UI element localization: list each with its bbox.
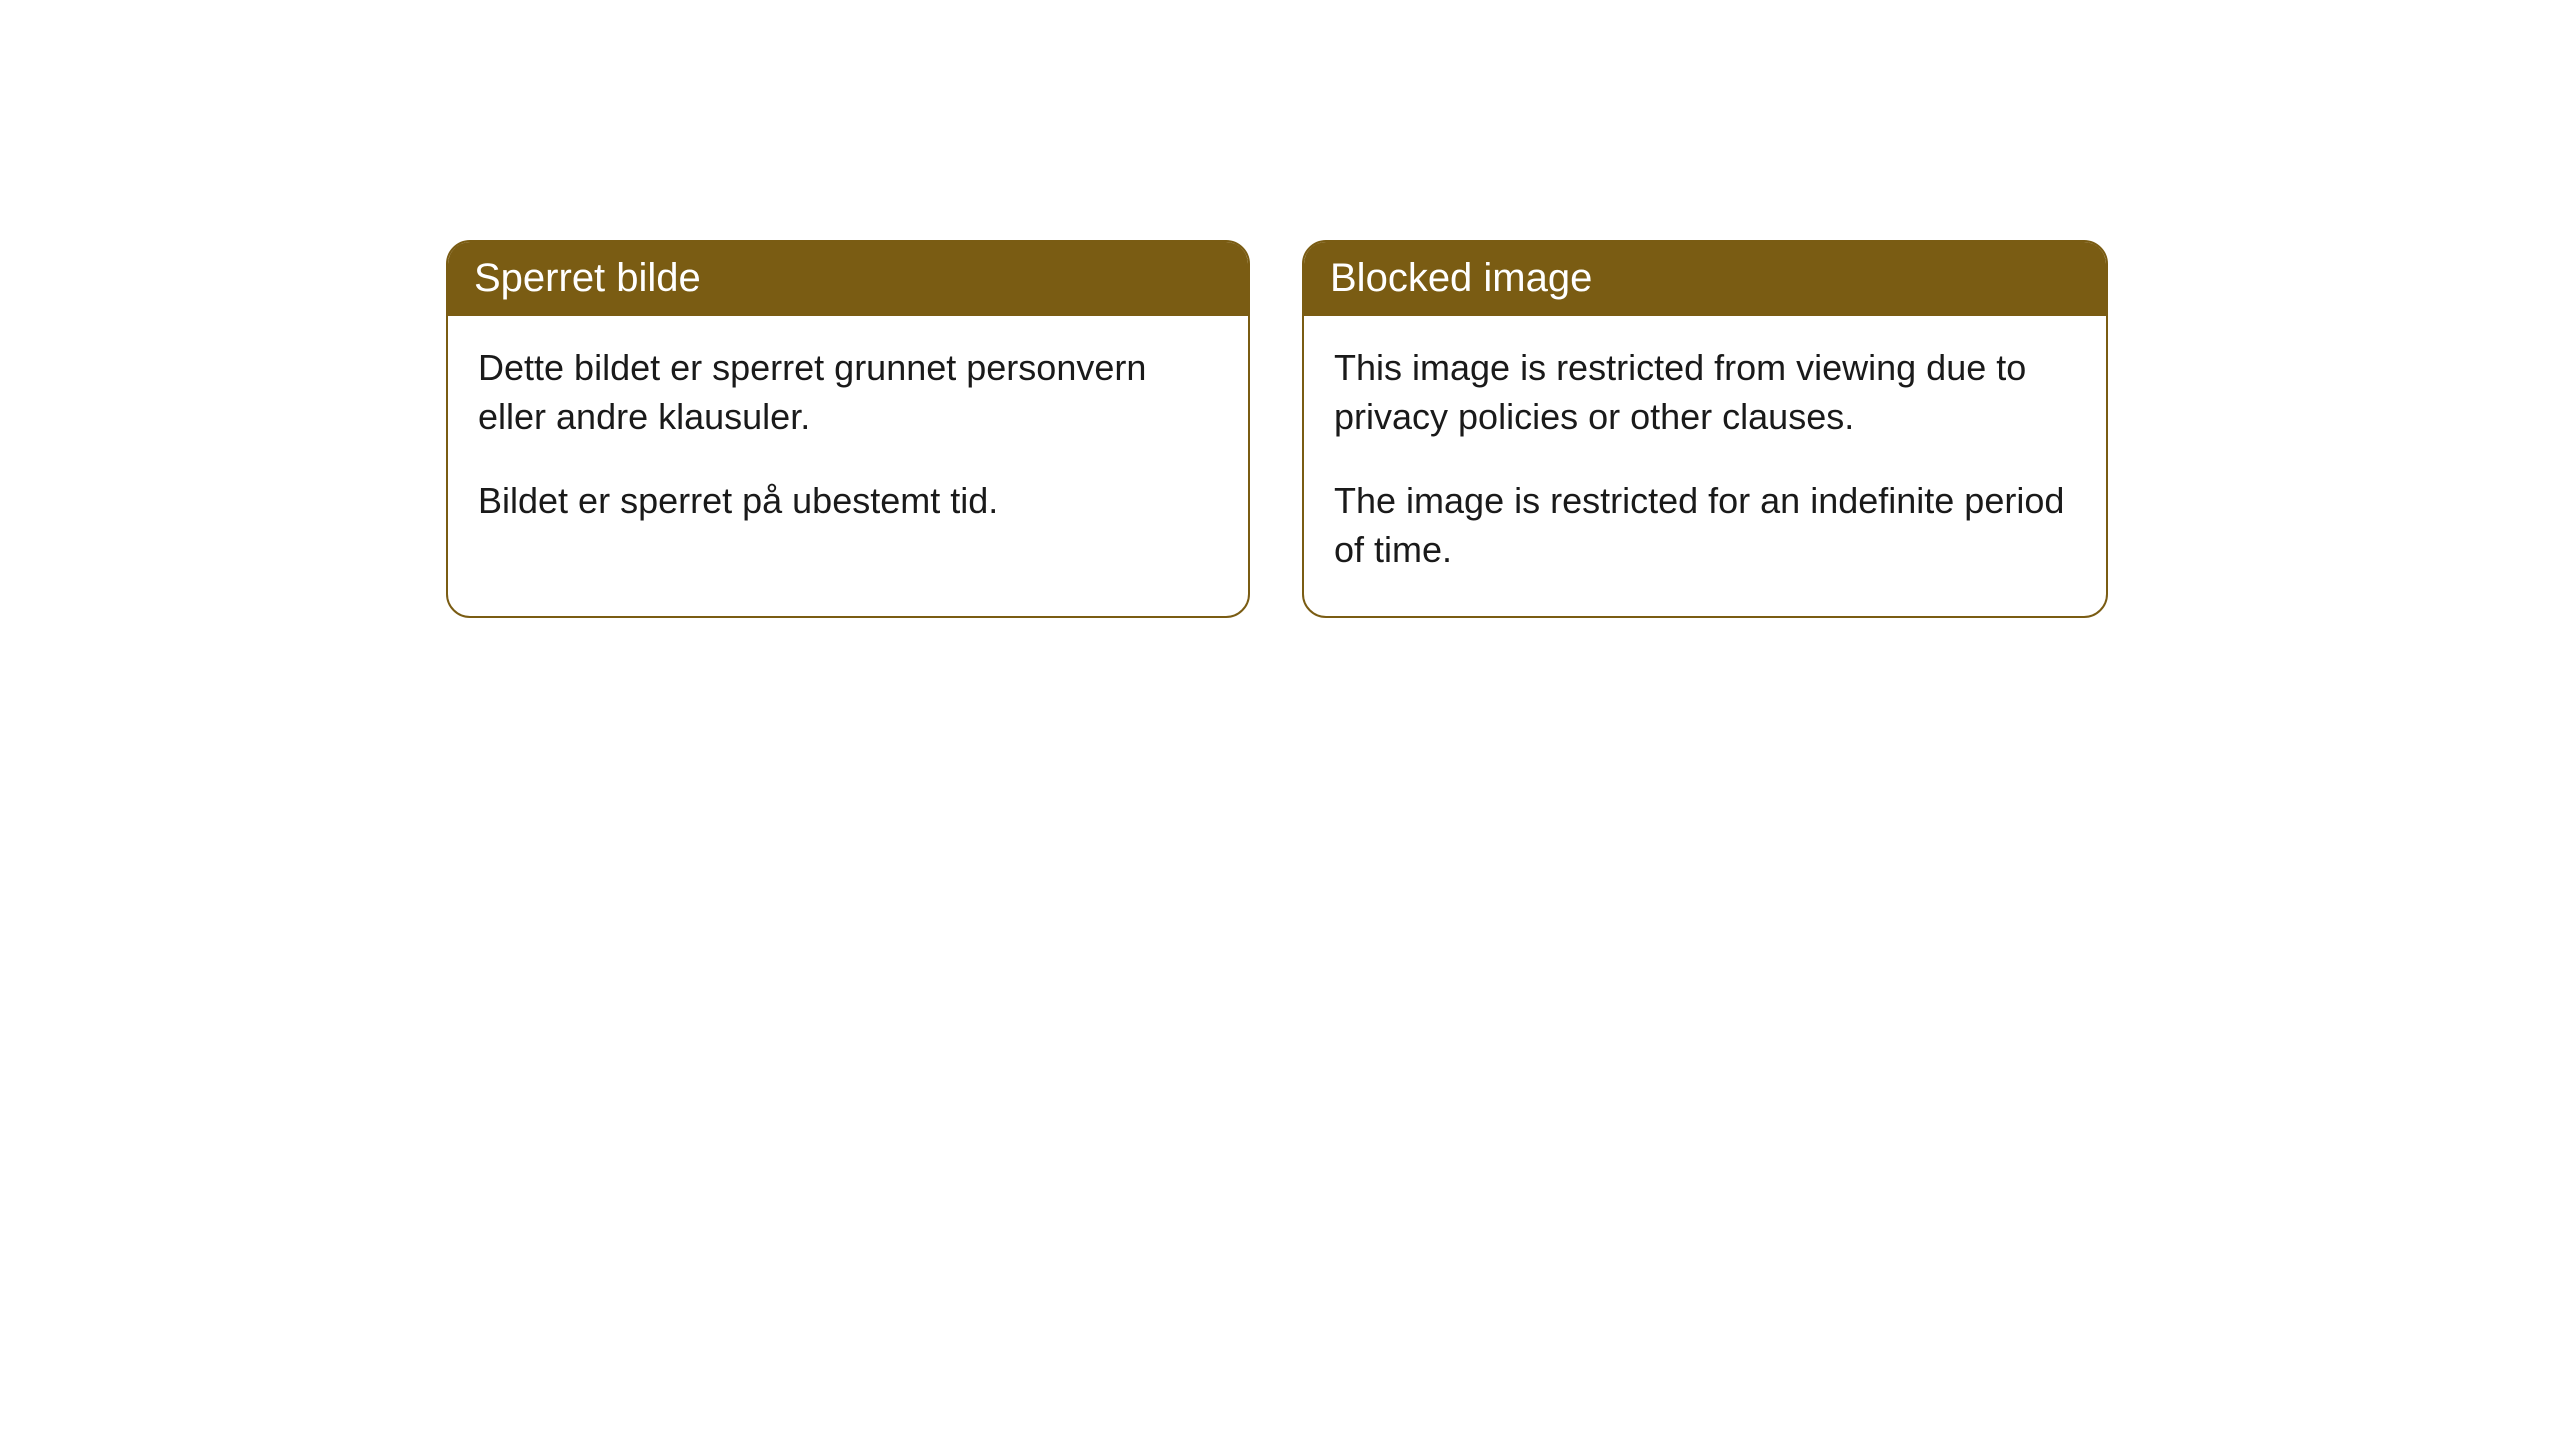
card-text-line-2: Bildet er sperret på ubestemt tid. xyxy=(478,477,1218,526)
notice-container: Sperret bilde Dette bildet er sperret gr… xyxy=(0,0,2560,618)
card-header: Sperret bilde xyxy=(448,242,1248,316)
card-body: This image is restricted from viewing du… xyxy=(1304,316,2106,616)
card-text-line-1: Dette bildet er sperret grunnet personve… xyxy=(478,344,1218,441)
card-body: Dette bildet er sperret grunnet personve… xyxy=(448,316,1248,568)
card-text-line-1: This image is restricted from viewing du… xyxy=(1334,344,2076,441)
card-text-line-2: The image is restricted for an indefinit… xyxy=(1334,477,2076,574)
notice-card-norwegian: Sperret bilde Dette bildet er sperret gr… xyxy=(446,240,1250,618)
notice-card-english: Blocked image This image is restricted f… xyxy=(1302,240,2108,618)
card-header: Blocked image xyxy=(1304,242,2106,316)
